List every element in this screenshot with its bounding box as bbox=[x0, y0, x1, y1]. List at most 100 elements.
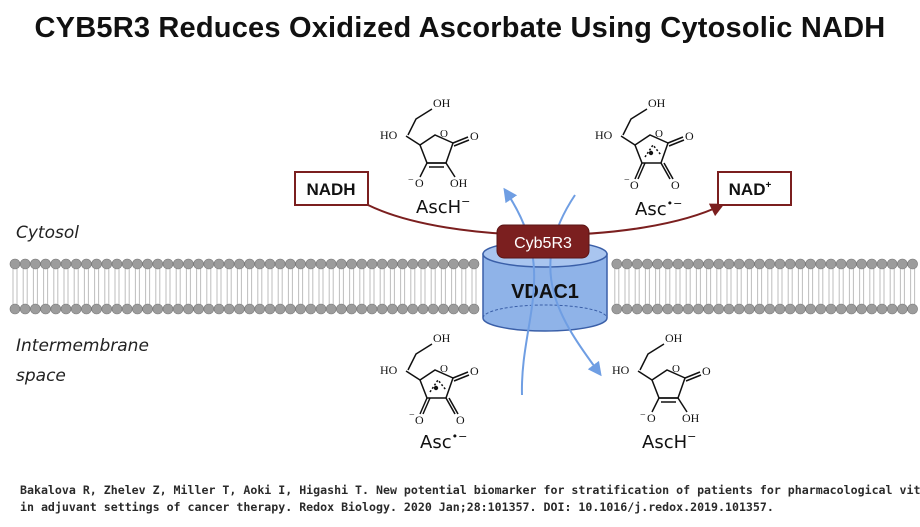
lipid-head bbox=[468, 303, 480, 315]
svg-text:OH: OH bbox=[648, 96, 666, 110]
lipid-head bbox=[264, 258, 276, 270]
lipid-head bbox=[713, 303, 725, 315]
arrow-asch-out bbox=[503, 187, 536, 396]
lipid-head bbox=[825, 258, 837, 270]
lipid-head bbox=[366, 258, 378, 270]
lipid-head bbox=[621, 303, 633, 315]
lipid-head bbox=[407, 303, 419, 315]
svg-text:O: O bbox=[685, 129, 694, 143]
lipid-head bbox=[825, 303, 837, 315]
svg-text:HO: HO bbox=[380, 363, 398, 377]
svg-text:O: O bbox=[470, 364, 479, 378]
svg-text:O: O bbox=[655, 128, 663, 140]
svg-text:O: O bbox=[672, 363, 680, 375]
lipid-head bbox=[295, 303, 306, 315]
lipid-bilayer bbox=[9, 258, 918, 315]
lipid-head bbox=[152, 303, 164, 315]
lipid-head bbox=[907, 303, 918, 315]
svg-text:O: O bbox=[440, 363, 448, 375]
lipid-head bbox=[866, 258, 878, 270]
lipid-head bbox=[285, 303, 296, 315]
lipid-head bbox=[642, 258, 653, 270]
lipid-head bbox=[611, 258, 623, 270]
lipid-head bbox=[387, 303, 398, 315]
lipid-head bbox=[448, 303, 459, 315]
cyb5r3-enzyme: Cyb5R3 bbox=[496, 224, 590, 259]
lipid-head bbox=[40, 303, 51, 315]
asc-radical-label-bottom-left: Asc•− bbox=[420, 430, 467, 453]
ascorbate-anion-bottom-right: OH HO O O − O OH AscH− bbox=[612, 331, 711, 453]
intermembrane-label-line2: space bbox=[16, 366, 66, 386]
lipid-head bbox=[815, 303, 827, 315]
svg-text:OH: OH bbox=[433, 96, 451, 110]
svg-text:O: O bbox=[630, 178, 639, 192]
citation: Bakalova R, Zhelev Z, Miller T, Aoki I, … bbox=[20, 482, 920, 516]
lipid-head bbox=[897, 258, 908, 270]
lipid-head bbox=[733, 258, 745, 270]
lipid-head bbox=[234, 258, 245, 270]
lipid-head bbox=[30, 258, 41, 270]
lipid-head bbox=[9, 258, 21, 270]
lipid-head bbox=[387, 258, 398, 270]
svg-text:O: O bbox=[671, 178, 680, 192]
lipid-head bbox=[611, 303, 623, 315]
lipid-head bbox=[417, 258, 429, 270]
lipid-head bbox=[886, 303, 898, 315]
nadh-label: NADH bbox=[306, 180, 355, 199]
lipid-head bbox=[397, 258, 408, 270]
lipid-head bbox=[703, 303, 714, 315]
lipid-head bbox=[50, 303, 62, 315]
lipid-head bbox=[846, 303, 857, 315]
lipid-head bbox=[172, 303, 184, 315]
lipid-head bbox=[693, 303, 704, 315]
lipid-head bbox=[325, 303, 337, 315]
citation-line-2: in adjuvant settings of cancer therapy. … bbox=[20, 500, 774, 514]
lipid-head bbox=[703, 258, 714, 270]
lipid-head bbox=[682, 258, 694, 270]
intermembrane-label-line1: Intermembrane bbox=[16, 336, 149, 356]
lipid-head bbox=[244, 258, 255, 270]
lipid-head bbox=[468, 258, 480, 270]
lipid-head bbox=[764, 303, 776, 315]
lipid-head bbox=[713, 258, 725, 270]
lipid-head bbox=[744, 258, 755, 270]
lipid-head bbox=[417, 303, 429, 315]
svg-text:−: − bbox=[409, 410, 415, 421]
lipid-head bbox=[19, 258, 31, 270]
lipid-head bbox=[183, 258, 194, 270]
lipid-head bbox=[223, 303, 235, 315]
lipid-head bbox=[784, 303, 796, 315]
lipid-head bbox=[50, 258, 62, 270]
lipid-head bbox=[631, 303, 643, 315]
lipid-head bbox=[672, 258, 684, 270]
figure-title: CYB5R3 Reduces Oxidized Ascorbate Using … bbox=[34, 12, 886, 44]
lipid-head bbox=[652, 258, 663, 270]
arrow-asc-in bbox=[549, 194, 602, 377]
lipid-head bbox=[213, 258, 225, 270]
cytosol-label: Cytosol bbox=[16, 223, 79, 243]
lipid-head bbox=[111, 303, 123, 315]
lipid-head bbox=[70, 258, 82, 270]
lipid-head bbox=[458, 303, 470, 315]
lipid-head bbox=[81, 258, 92, 270]
lipid-head bbox=[254, 258, 266, 270]
lipid-head bbox=[621, 258, 633, 270]
lipid-head bbox=[886, 258, 898, 270]
svg-text:−: − bbox=[408, 175, 414, 186]
lipid-head bbox=[723, 303, 735, 315]
lipid-head bbox=[662, 303, 674, 315]
lipid-head bbox=[60, 303, 72, 315]
lipid-head bbox=[274, 303, 286, 315]
lipid-head bbox=[448, 258, 459, 270]
lipid-head bbox=[754, 258, 765, 270]
lipid-head bbox=[121, 303, 133, 315]
lipid-head bbox=[733, 303, 745, 315]
lipid-head bbox=[907, 258, 918, 270]
lipid-head bbox=[856, 303, 867, 315]
lipid-head bbox=[744, 303, 755, 315]
ascorbyl-radical-bottom-left: OH HO O O − O O Asc•− bbox=[380, 331, 479, 453]
lipid-head bbox=[835, 303, 847, 315]
cyb5r3-label: Cyb5R3 bbox=[514, 235, 572, 252]
svg-text:O: O bbox=[470, 129, 479, 143]
lipid-head bbox=[193, 258, 204, 270]
